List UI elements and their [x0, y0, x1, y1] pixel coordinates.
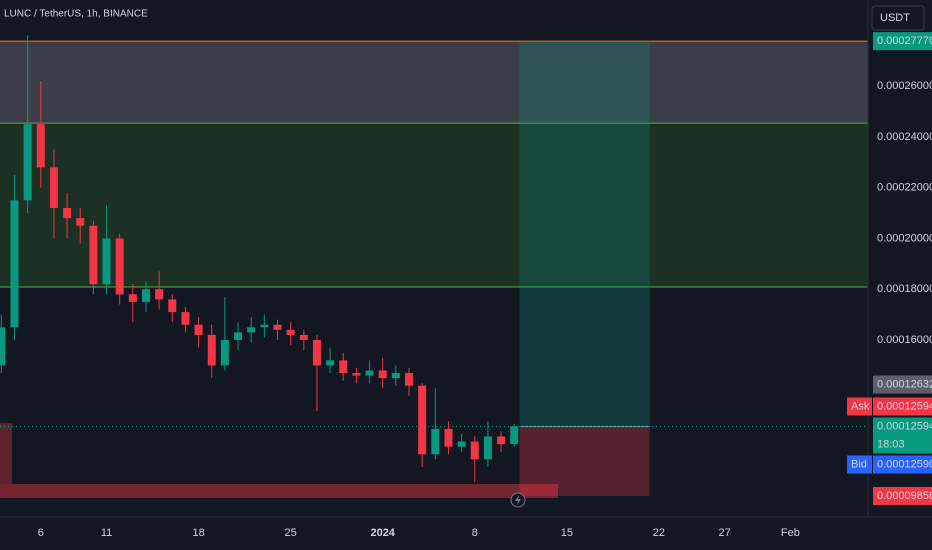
price-label-bg [873, 32, 932, 51]
plot-area [0, 35, 868, 498]
price-tag: Bid [851, 458, 867, 470]
candle-body [273, 324, 282, 330]
red-zone [0, 423, 12, 484]
candle-body [128, 294, 137, 302]
candle-body [194, 324, 203, 335]
price-label-bg [873, 455, 932, 474]
candle-body [181, 312, 190, 325]
candle-body [260, 324, 269, 328]
zone [0, 123, 868, 287]
price-label: 0.00009858 [877, 490, 932, 502]
price-label: 0.00027770 [877, 35, 932, 47]
price-label-bg [873, 417, 932, 454]
price-tag: Ask [851, 400, 870, 412]
candle-body [10, 200, 19, 328]
candle-body [326, 360, 335, 366]
candle-body [510, 426, 519, 445]
price-label-bg [873, 397, 932, 416]
candle-body [378, 370, 387, 379]
candle-body [470, 441, 479, 460]
loss-zone [519, 426, 650, 496]
candle-body [207, 334, 216, 366]
candle-body [76, 218, 85, 226]
x-tick-label: 18 [192, 527, 204, 539]
x-tick-label: 27 [719, 527, 731, 539]
zone [0, 41, 868, 124]
currency[interactable]: USDT [880, 12, 910, 24]
x-tick-label: 22 [653, 527, 665, 539]
price-tag-bg [847, 397, 872, 416]
candle-body [0, 327, 6, 366]
candle-body [457, 441, 466, 447]
price-tag-bg [847, 455, 872, 474]
candle-body [36, 124, 45, 168]
price-label-bg [873, 486, 932, 505]
y-tick-label: 0.00016000 [877, 334, 932, 346]
candle-body [102, 238, 111, 285]
candle-body [141, 289, 150, 302]
candle-body [286, 329, 295, 335]
x-tick-label: 8 [472, 527, 478, 539]
candle-body [405, 373, 414, 386]
candle-body [220, 340, 229, 366]
candle-body [89, 225, 98, 285]
candle-body [247, 327, 256, 333]
y-tick-label: 0.00022000 [877, 182, 932, 194]
candle-body [444, 428, 453, 447]
red-zone [0, 484, 558, 498]
candle-body [155, 289, 164, 300]
x-tick-label: 2024 [370, 527, 395, 539]
x-tick-label: 11 [101, 527, 112, 539]
price-label: 0.00012632 [877, 378, 932, 390]
chart-title: LUNC / TetherUS, 1h, BINANCE [4, 9, 148, 20]
y-tick-label: 0.00024000 [877, 131, 932, 143]
candle-body [431, 428, 440, 455]
price-label: 0.00012590 [877, 458, 932, 470]
candle-body [312, 340, 321, 366]
candle-body [418, 385, 427, 455]
candle-body [391, 373, 400, 379]
y-tick-label: 0.00018000 [877, 283, 932, 295]
price-label: 0.00012594 [877, 400, 932, 412]
x-tick-label: 6 [38, 527, 44, 539]
x-tick-label: 15 [561, 527, 573, 539]
replay-icon[interactable] [515, 495, 521, 505]
y-tick-label: 0.00026000 [877, 80, 932, 92]
candle-body [234, 332, 243, 341]
price-label-time: 18:03 [877, 438, 905, 450]
price-label-bg [873, 375, 932, 394]
candle-body [483, 436, 492, 460]
candle-body [23, 124, 32, 201]
currency-button[interactable] [871, 5, 925, 31]
x-tick-label: Feb [781, 527, 800, 539]
candle-body [168, 299, 177, 313]
y-tick-label: 0.00020000 [877, 232, 932, 244]
candle-body [365, 370, 374, 376]
candle-body [339, 360, 348, 374]
candle-body [115, 238, 124, 295]
candle-body [299, 334, 308, 341]
price-label: 0.00012594 [877, 420, 932, 432]
candle-body [497, 436, 506, 445]
x-tick-label: 25 [285, 527, 297, 539]
candle-body [63, 207, 72, 219]
candle-body [352, 373, 361, 376]
profit-zone [519, 41, 650, 427]
candle-body [49, 167, 58, 208]
